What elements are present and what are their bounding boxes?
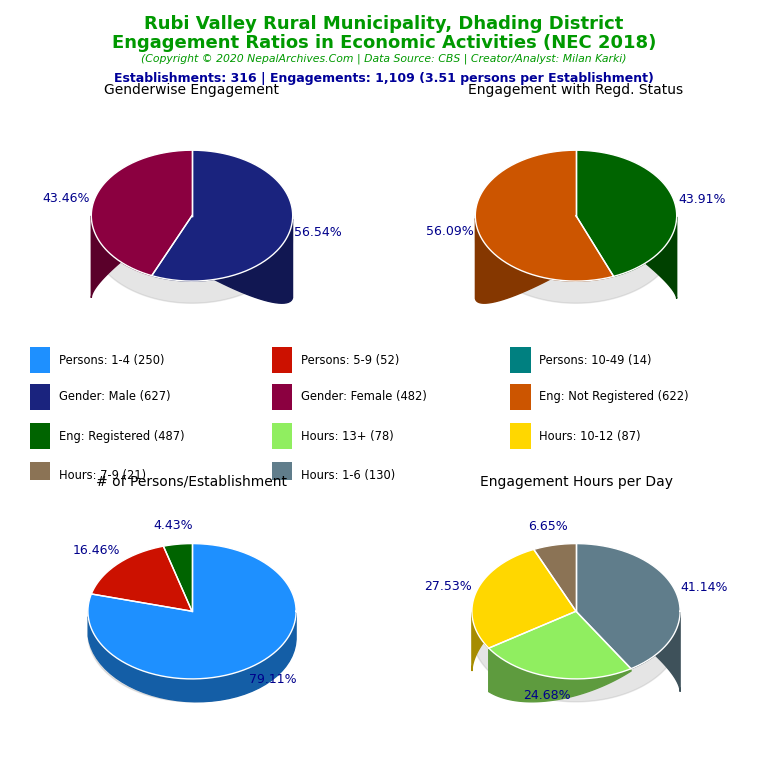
Text: 43.46%: 43.46% xyxy=(42,192,90,205)
Text: Establishments: 316 | Engagements: 1,109 (3.51 persons per Establishment): Establishments: 316 | Engagements: 1,109… xyxy=(114,72,654,85)
Polygon shape xyxy=(91,151,192,276)
Polygon shape xyxy=(91,216,152,298)
Title: Engagement with Regd. Status: Engagement with Regd. Status xyxy=(468,83,684,98)
Text: Hours: 13+ (78): Hours: 13+ (78) xyxy=(301,430,394,442)
Text: Hours: 7-9 (21): Hours: 7-9 (21) xyxy=(59,469,146,482)
Text: 6.65%: 6.65% xyxy=(528,520,568,533)
Text: Gender: Female (482): Gender: Female (482) xyxy=(301,390,427,403)
Text: 56.09%: 56.09% xyxy=(425,225,473,238)
Text: Rubi Valley Rural Municipality, Dhading District: Rubi Valley Rural Municipality, Dhading … xyxy=(144,15,624,33)
Text: Eng: Registered (487): Eng: Registered (487) xyxy=(59,430,185,442)
Text: Persons: 10-49 (14): Persons: 10-49 (14) xyxy=(539,354,652,367)
Text: 43.91%: 43.91% xyxy=(679,194,727,206)
FancyBboxPatch shape xyxy=(272,384,293,410)
Text: 4.43%: 4.43% xyxy=(154,519,194,532)
Text: Hours: 10-12 (87): Hours: 10-12 (87) xyxy=(539,430,641,442)
Text: 27.53%: 27.53% xyxy=(425,580,472,593)
FancyBboxPatch shape xyxy=(30,384,51,410)
Text: (Copyright © 2020 NepalArchives.Com | Data Source: CBS | Creator/Analyst: Milan : (Copyright © 2020 NepalArchives.Com | Da… xyxy=(141,54,627,65)
FancyBboxPatch shape xyxy=(30,423,51,449)
Polygon shape xyxy=(88,614,296,702)
Polygon shape xyxy=(152,151,293,281)
FancyBboxPatch shape xyxy=(272,347,293,373)
Polygon shape xyxy=(472,549,576,648)
Text: Persons: 5-9 (52): Persons: 5-9 (52) xyxy=(301,354,399,367)
Polygon shape xyxy=(488,611,631,679)
Title: # of Persons/Establishment: # of Persons/Establishment xyxy=(97,475,287,489)
Text: Engagement Ratios in Economic Activities (NEC 2018): Engagement Ratios in Economic Activities… xyxy=(112,34,656,51)
FancyBboxPatch shape xyxy=(272,423,293,449)
Polygon shape xyxy=(475,151,614,281)
FancyBboxPatch shape xyxy=(511,423,531,449)
Polygon shape xyxy=(614,217,677,299)
FancyBboxPatch shape xyxy=(511,347,531,373)
Polygon shape xyxy=(472,613,488,671)
FancyBboxPatch shape xyxy=(30,462,51,488)
Polygon shape xyxy=(475,216,677,303)
Polygon shape xyxy=(576,151,677,276)
Polygon shape xyxy=(152,219,293,303)
Text: Hours: 1-6 (130): Hours: 1-6 (130) xyxy=(301,469,396,482)
Text: 24.68%: 24.68% xyxy=(523,690,571,702)
Polygon shape xyxy=(475,218,614,303)
Title: Engagement Hours per Day: Engagement Hours per Day xyxy=(479,475,673,489)
Text: Persons: 1-4 (250): Persons: 1-4 (250) xyxy=(59,354,164,367)
Polygon shape xyxy=(91,546,192,611)
FancyBboxPatch shape xyxy=(511,384,531,410)
Text: Eng: Not Registered (622): Eng: Not Registered (622) xyxy=(539,390,689,403)
Polygon shape xyxy=(576,544,680,669)
Text: 16.46%: 16.46% xyxy=(73,544,121,557)
Polygon shape xyxy=(631,611,680,692)
FancyBboxPatch shape xyxy=(30,347,51,373)
Text: 56.54%: 56.54% xyxy=(294,227,342,239)
Polygon shape xyxy=(88,544,296,679)
Polygon shape xyxy=(534,544,576,611)
Polygon shape xyxy=(472,611,680,702)
Text: 41.14%: 41.14% xyxy=(680,581,728,594)
Polygon shape xyxy=(488,648,631,702)
Text: Gender: Male (627): Gender: Male (627) xyxy=(59,390,170,403)
Polygon shape xyxy=(164,544,192,611)
Title: Genderwise Engagement: Genderwise Engagement xyxy=(104,83,280,98)
Polygon shape xyxy=(88,611,296,702)
Polygon shape xyxy=(91,216,293,303)
Text: 79.11%: 79.11% xyxy=(250,674,297,687)
FancyBboxPatch shape xyxy=(272,462,293,488)
